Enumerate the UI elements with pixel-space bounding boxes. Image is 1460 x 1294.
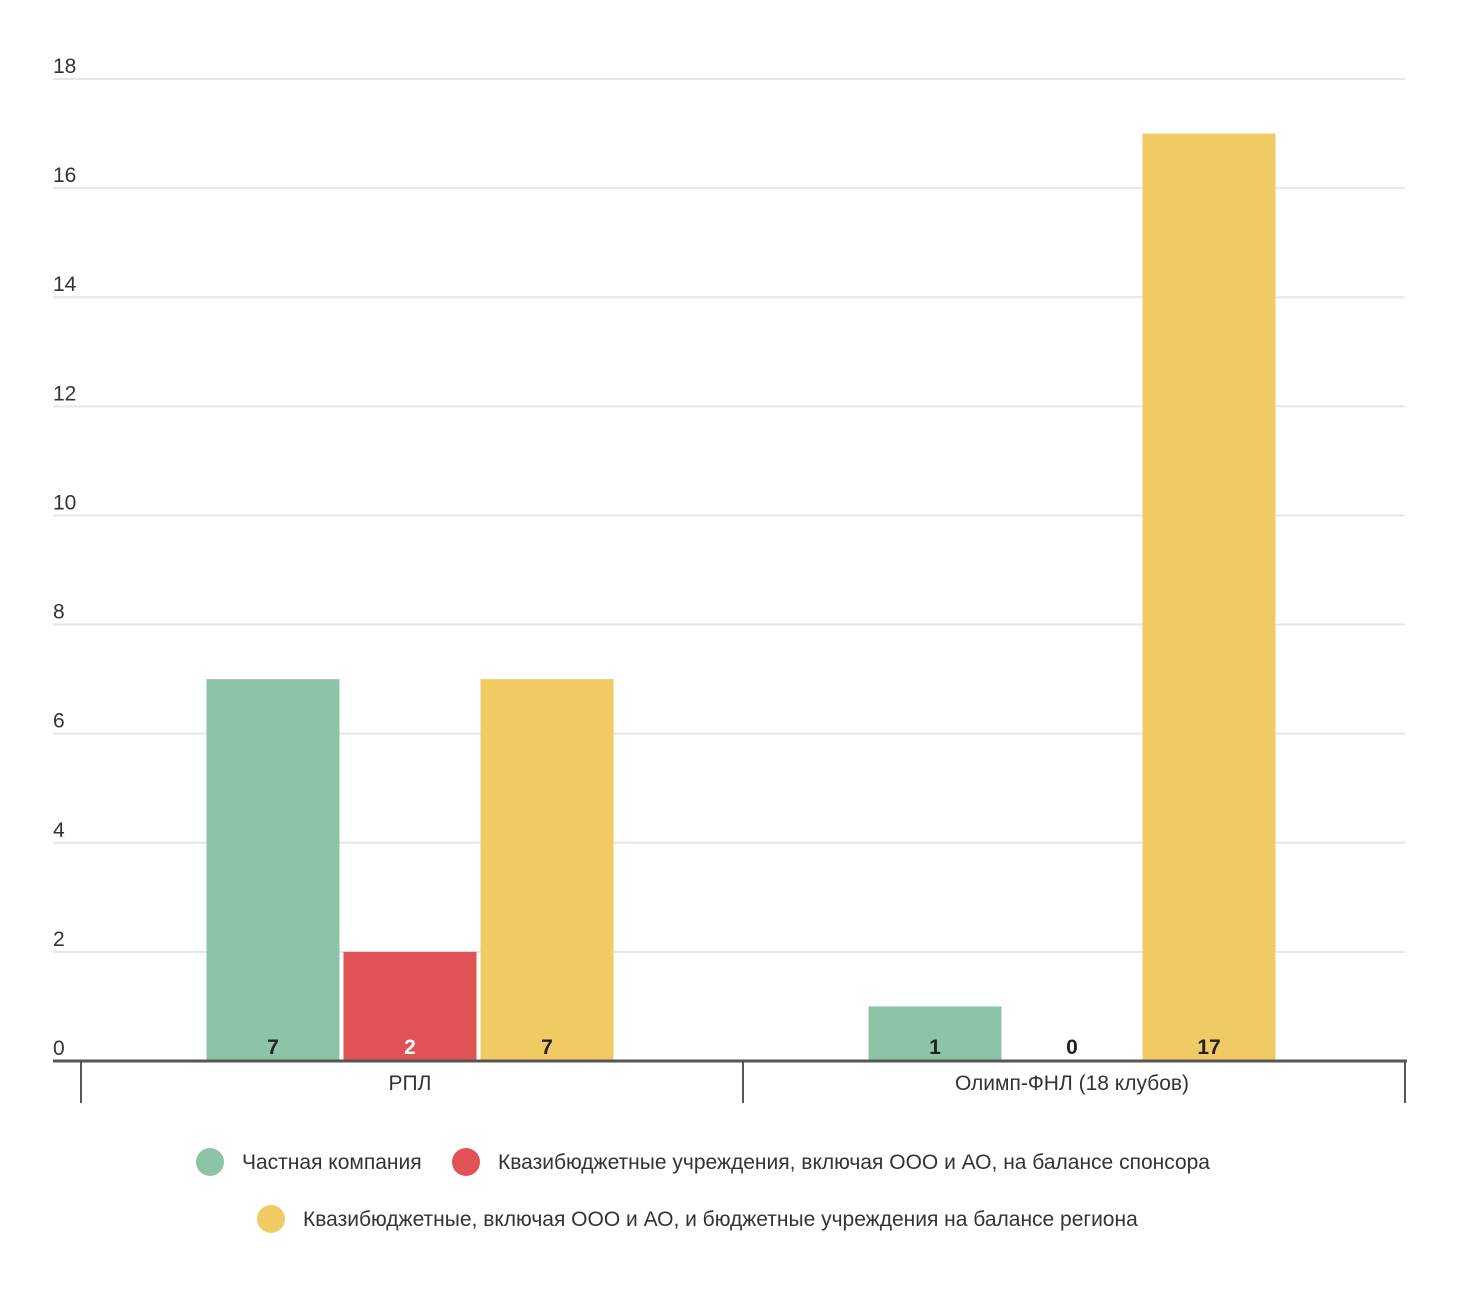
y-tick-label: 10 xyxy=(53,491,76,514)
x-category-label: Олимп-ФНЛ (18 клубов) xyxy=(955,1072,1189,1095)
legend-swatch xyxy=(196,1148,224,1176)
bars xyxy=(206,133,1276,1062)
x-axis xyxy=(53,1059,1407,1103)
legend-label: Квазибюджетные учреждения, включая ООО и… xyxy=(498,1151,1210,1174)
bar xyxy=(343,951,477,1061)
y-tick-label: 6 xyxy=(53,710,65,733)
y-tick-label: 4 xyxy=(53,819,65,842)
legend-item: Частная компания xyxy=(196,1148,422,1176)
x-category-label: РПЛ xyxy=(389,1072,432,1095)
bar xyxy=(480,679,614,1061)
legend-label: Квазибюджетные, включая ООО и АО, и бюдж… xyxy=(303,1208,1138,1231)
data-label: 7 xyxy=(267,1036,279,1059)
data-label: 17 xyxy=(1197,1036,1220,1059)
data-label: 2 xyxy=(404,1036,416,1059)
y-tick-label: 16 xyxy=(53,164,76,187)
y-tick-label: 14 xyxy=(53,273,77,296)
legend-item: Квазибюджетные учреждения, включая ООО и… xyxy=(452,1148,1210,1176)
x-axis-category-labels: РПЛ Олимп-ФНЛ (18 клубов) xyxy=(389,1072,1189,1095)
data-label: 0 xyxy=(1066,1036,1078,1059)
y-tick-label: 18 xyxy=(53,55,76,78)
y-tick-label: 0 xyxy=(53,1037,65,1060)
legend-label: Частная компания xyxy=(242,1151,422,1174)
y-tick-label: 2 xyxy=(53,928,65,951)
legend-swatch xyxy=(452,1148,480,1176)
y-tick-label: 12 xyxy=(53,382,76,405)
legend-item: Квазибюджетные, включая ООО и АО, и бюдж… xyxy=(257,1205,1138,1233)
bar xyxy=(206,679,340,1061)
bar xyxy=(1142,133,1276,1062)
data-labels: 7 2 7 1 0 17 xyxy=(267,1036,1221,1059)
legend-swatch xyxy=(257,1205,285,1233)
legend: Частная компания Квазибюджетные учреждени… xyxy=(196,1148,1210,1233)
y-tick-label: 8 xyxy=(53,601,65,624)
data-label: 7 xyxy=(541,1036,553,1059)
data-label: 1 xyxy=(929,1036,941,1059)
bar xyxy=(868,1006,1002,1061)
y-axis-tick-labels: 0 2 4 6 8 10 12 14 16 18 xyxy=(53,55,77,1060)
